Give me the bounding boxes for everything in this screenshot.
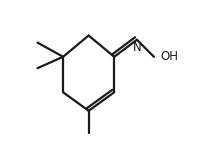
Text: OH: OH	[160, 50, 178, 63]
Text: N: N	[133, 41, 142, 54]
